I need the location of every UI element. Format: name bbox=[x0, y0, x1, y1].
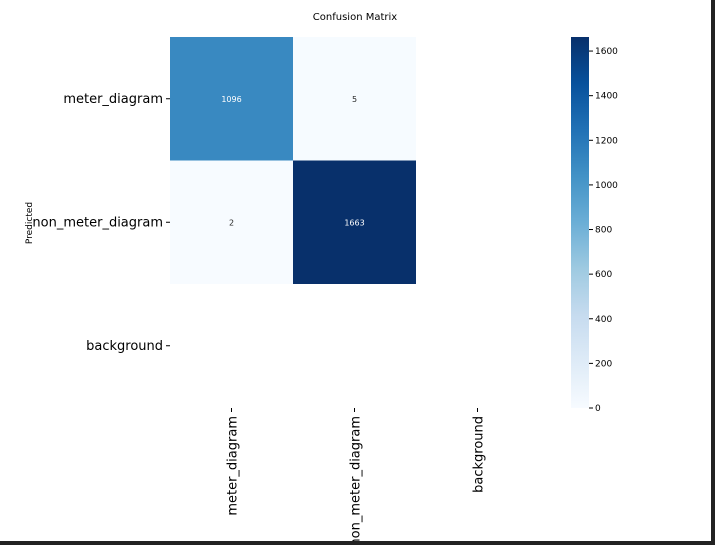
heatmap-cells: 1096 5 2 1663 bbox=[170, 37, 416, 284]
x-tick-label: non_meter_diagram bbox=[349, 416, 364, 541]
cell-value-label: 1096 bbox=[221, 95, 241, 104]
heatmap-cell bbox=[293, 37, 416, 161]
colorbar-tick-label: 600 bbox=[595, 270, 612, 280]
y-tick-label: non_meter_diagram bbox=[32, 215, 163, 230]
cell-value-label: 1663 bbox=[344, 218, 364, 227]
y-tick-label: background bbox=[86, 339, 163, 354]
colorbar-tick-label: 400 bbox=[595, 315, 612, 325]
y-axis-label: Predicted bbox=[25, 202, 35, 244]
axis-ticks: meter_diagram non_meter_diagram background… bbox=[32, 92, 486, 541]
colorbar-tick-label: 1600 bbox=[595, 47, 618, 57]
colorbar-tick-label: 0 bbox=[595, 404, 601, 414]
colorbar: 0 200 400 600 800 1000 1200 1400 1600 bbox=[571, 37, 618, 414]
y-tick-label: meter_diagram bbox=[63, 92, 163, 107]
cell-value-label: 5 bbox=[352, 95, 357, 104]
colorbar-tick-label: 800 bbox=[595, 226, 612, 236]
colorbar-tick-label: 1200 bbox=[595, 136, 618, 146]
heatmap-cell bbox=[293, 160, 416, 284]
colorbar-tick-label: 1000 bbox=[595, 181, 618, 191]
colorbar-tick-label: 200 bbox=[595, 359, 612, 369]
x-tick-label: meter_diagram bbox=[226, 416, 241, 516]
cell-value-label: 2 bbox=[229, 218, 234, 227]
colorbar-tick-label: 1400 bbox=[595, 92, 618, 102]
x-tick-label: background bbox=[472, 416, 487, 493]
heatmap-cell bbox=[170, 160, 293, 284]
heatmap-cell bbox=[170, 37, 293, 161]
colorbar-gradient bbox=[571, 37, 589, 408]
chart-title: Confusion Matrix bbox=[313, 12, 397, 23]
